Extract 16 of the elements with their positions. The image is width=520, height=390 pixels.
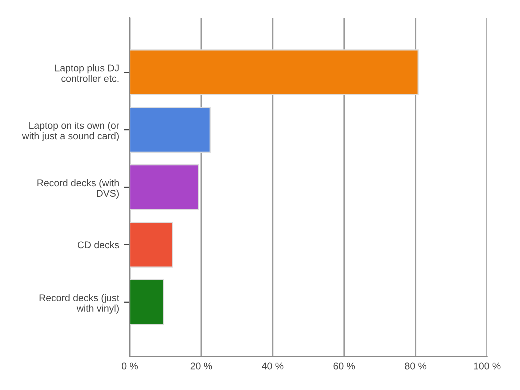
bar (130, 50, 419, 96)
y-tick-label: CD decks (78, 241, 120, 249)
x-tick-label: 0 % (122, 362, 138, 370)
x-tick-label: 100 % (474, 362, 501, 370)
bar (130, 222, 174, 268)
y-tick-label: Record decks (with DVS) (38, 179, 119, 199)
bar (130, 107, 211, 154)
y-tick-label: Laptop plus DJ controller etc. (56, 64, 119, 82)
bar (130, 279, 164, 326)
x-tick-label: 20 % (190, 362, 212, 370)
y-tick-label: Laptop on its own (or with just a sound card) (22, 122, 120, 142)
y-tick-label: Record decks (just with vinyl) (40, 294, 120, 314)
x-tick-label: 80 % (405, 362, 427, 370)
x-tick-label: 60 % (334, 362, 356, 370)
x-tick-label: 40 % (262, 362, 284, 370)
bar (130, 164, 200, 210)
